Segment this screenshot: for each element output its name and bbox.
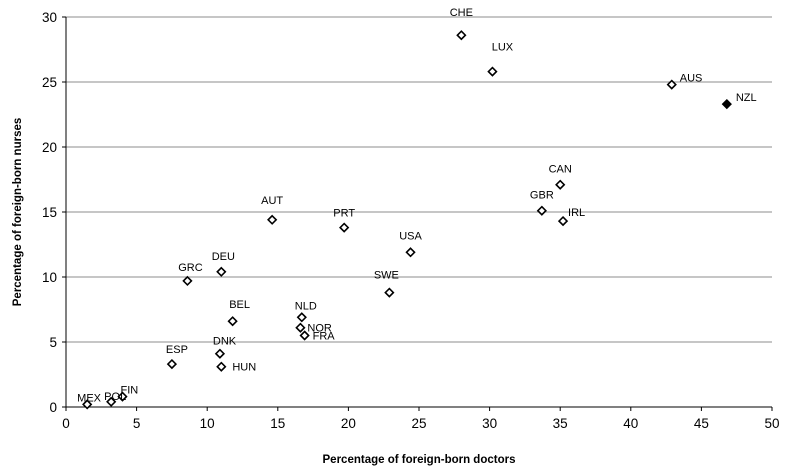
point-prt	[339, 222, 350, 233]
point-nld	[296, 312, 307, 323]
point-hun	[216, 361, 227, 372]
point-label-fra: FRA	[313, 331, 336, 343]
point-che	[456, 30, 467, 41]
point-irl	[557, 215, 569, 227]
point-can	[555, 179, 566, 190]
point-label-lux: LUX	[492, 42, 514, 54]
point-nzl	[721, 98, 732, 110]
point-label-che: CHE	[450, 7, 473, 19]
point-label-bel: BEL	[229, 299, 250, 311]
point-lux	[487, 66, 498, 77]
y-tick-label: 10	[42, 270, 57, 285]
y-tick-label: 25	[42, 75, 57, 90]
point-label-dnk: DNK	[213, 336, 237, 348]
x-tick-label: 25	[411, 416, 426, 431]
point-fin	[117, 391, 128, 402]
point-label-swe: SWE	[374, 270, 399, 282]
point-aus	[666, 79, 677, 90]
point-gbr	[536, 205, 547, 216]
gridlines	[66, 16, 772, 343]
x-tick-label: 10	[200, 416, 215, 431]
x-tick-label: 5	[133, 416, 141, 431]
point-label-fin: FIN	[120, 385, 138, 397]
data-points	[82, 30, 732, 410]
axes	[62, 16, 773, 411]
point-label-mex: MEX	[77, 392, 102, 404]
point-swe	[384, 287, 395, 298]
point-deu	[216, 266, 227, 277]
x-tick-label: 0	[62, 416, 70, 431]
point-label-nor: NOR	[307, 323, 332, 335]
tick-labels: 0 5 10 15 20 25 30 0 5 10 15 20 25 30 35 40 45 50	[42, 10, 780, 431]
point-label-gbr: GBR	[530, 190, 554, 202]
point-label-grc: GRC	[178, 262, 203, 274]
x-tick-label: 30	[482, 416, 497, 431]
x-tick-label: 15	[270, 416, 285, 431]
y-tick-label: 20	[42, 140, 57, 155]
point-label-irl: IRL	[568, 207, 585, 219]
point-label-deu: DEU	[212, 251, 235, 263]
point-mex	[82, 399, 93, 410]
point-bel	[227, 316, 238, 327]
x-tick-label: 20	[341, 416, 356, 431]
x-tick-label: 40	[623, 416, 638, 431]
point-label-aut: AUT	[261, 195, 283, 207]
point-fra	[299, 330, 310, 341]
point-grc	[182, 275, 193, 287]
point-label-pol: POL	[104, 391, 126, 403]
x-tick-label: 45	[694, 416, 709, 431]
y-tick-label: 5	[49, 335, 57, 350]
y-tick-label: 15	[42, 205, 57, 220]
point-nor	[295, 322, 306, 333]
point-aut	[267, 214, 278, 225]
point-labels: CHE LUX AUS NZL CAN GBR IRL AUT PRT USA DEU GRC SWE N…	[77, 7, 756, 404]
x-axis-title: Percentage of foreign-born doctors	[323, 454, 516, 466]
point-dnk	[214, 348, 226, 359]
x-tick-label: 35	[553, 416, 568, 431]
point-label-hun: HUN	[232, 362, 256, 374]
y-tick-label: 0	[49, 400, 57, 415]
point-label-nzl: NZL	[736, 92, 757, 104]
y-tick-label: 30	[42, 10, 57, 25]
point-label-aus: AUS	[680, 73, 703, 85]
point-usa	[405, 247, 416, 258]
point-pol	[106, 396, 117, 407]
point-label-can: CAN	[549, 164, 572, 176]
y-axis-title: Percentage of foreign-born nurses	[12, 118, 24, 307]
point-label-usa: USA	[399, 230, 422, 242]
point-label-prt: PRT	[333, 208, 355, 220]
point-label-nld: NLD	[295, 300, 317, 312]
x-tick-label: 50	[764, 416, 779, 431]
point-label-esp: ESP	[166, 344, 188, 356]
point-esp	[166, 358, 178, 370]
